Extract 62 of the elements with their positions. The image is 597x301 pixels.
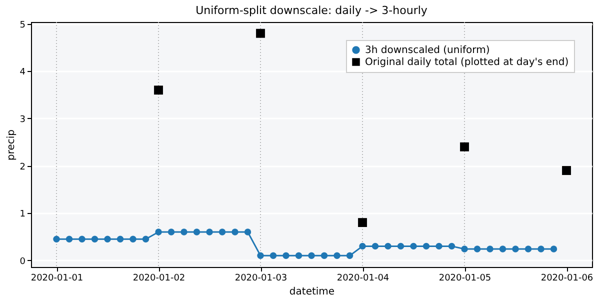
point — [448, 242, 456, 250]
point — [359, 242, 366, 250]
point — [91, 236, 98, 242]
y-tick-label: 2 — [20, 162, 26, 172]
legend-label: Original daily total (plotted at day's end) — [365, 57, 569, 68]
point — [358, 218, 367, 228]
point — [257, 252, 264, 259]
point — [244, 228, 252, 236]
x-tick-label: 2020-01-03 — [234, 274, 288, 284]
x-tick-label: 2020-01-06 — [540, 274, 594, 284]
point — [384, 242, 392, 250]
point — [193, 228, 200, 236]
point — [512, 246, 519, 252]
point — [436, 242, 442, 250]
x-tick-label: 2020-01-01 — [30, 274, 84, 284]
y-tick-label: 3 — [20, 114, 26, 125]
point — [270, 252, 277, 259]
point — [410, 242, 417, 250]
point — [282, 252, 290, 259]
point — [562, 166, 571, 175]
point — [232, 228, 238, 236]
point — [155, 228, 162, 236]
x-axis-title: datetime — [289, 286, 335, 298]
point — [550, 246, 558, 252]
point — [180, 228, 188, 236]
point — [168, 228, 175, 236]
point — [397, 242, 404, 250]
point — [66, 236, 73, 242]
point — [422, 242, 430, 250]
point — [104, 236, 111, 242]
point — [308, 252, 315, 259]
point — [218, 228, 226, 236]
y-tick-label: 5 — [20, 20, 26, 30]
x-tick-label: 2020-01-04 — [336, 274, 390, 284]
y-tick-label: 0 — [20, 256, 26, 267]
y-tick-label: 4 — [20, 68, 26, 78]
point — [334, 252, 340, 259]
point — [372, 242, 379, 250]
point — [130, 236, 136, 242]
chart-title: Uniform-split downscale: daily -> 3-hourly — [196, 4, 428, 17]
point — [486, 246, 494, 252]
x-tick-label: 2020-01-02 — [132, 274, 186, 284]
point — [295, 252, 302, 259]
y-axis-title: precip — [6, 129, 17, 161]
point — [538, 246, 544, 252]
x-tick-label: 2020-01-05 — [438, 274, 492, 284]
y-tick-label: 1 — [20, 210, 26, 220]
point — [116, 236, 124, 242]
point — [460, 142, 469, 152]
point — [499, 246, 506, 252]
point — [474, 246, 481, 252]
point — [256, 28, 265, 38]
point — [320, 252, 328, 259]
legend-label: 3h downscaled (uniform) — [365, 45, 490, 56]
point — [524, 246, 532, 252]
point — [53, 236, 60, 242]
point — [142, 236, 150, 242]
point — [206, 228, 213, 236]
point — [461, 246, 468, 252]
point — [154, 86, 163, 95]
point — [78, 236, 86, 242]
point — [346, 252, 354, 259]
